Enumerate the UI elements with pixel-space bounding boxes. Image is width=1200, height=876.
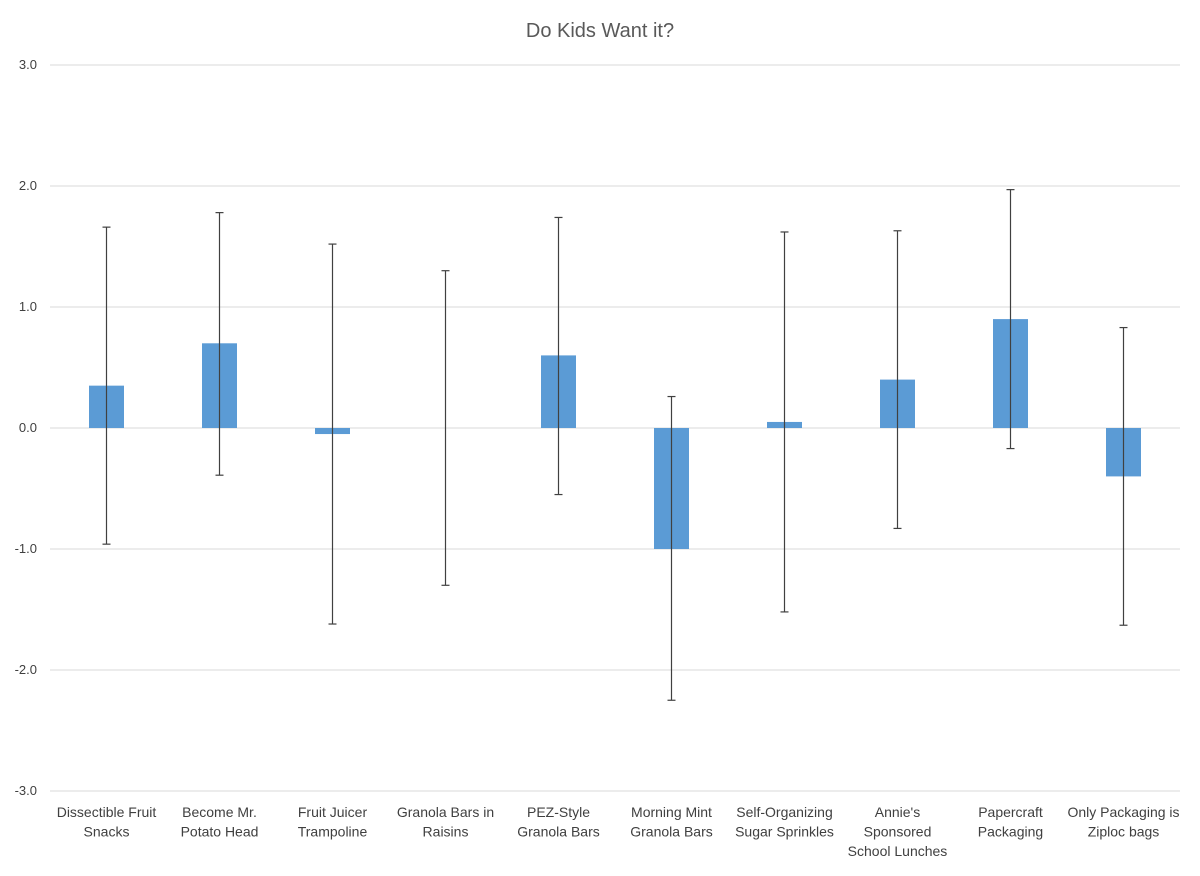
y-tick-label: 1.0: [19, 299, 37, 314]
error-bar: [893, 230, 902, 530]
y-tick-label: -1.0: [15, 541, 37, 556]
x-axis-category-labels: Dissectible Fruit Snacks Become Mr. Potato …: [57, 804, 1180, 859]
x-category-label: Become Mr. Potato Head: [181, 804, 259, 840]
y-tick-label: -2.0: [15, 662, 37, 677]
bars: [89, 319, 1141, 549]
x-category-label: Annie's Sponsored School Lunches: [848, 804, 948, 859]
y-tick-label: -3.0: [15, 783, 37, 798]
error-bar: [215, 212, 224, 476]
y-tick-label: 3.0: [19, 57, 37, 72]
chart-title: Do Kids Want it?: [526, 20, 674, 42]
x-category-label: Morning Mint Granola Bars: [630, 804, 712, 840]
x-category-label: Granola Bars in Raisins: [397, 804, 494, 840]
error-bar: [1006, 189, 1015, 450]
y-tick-label: 0.0: [19, 420, 37, 435]
error-bar: [441, 270, 450, 586]
x-category-label: Papercraft Packaging: [978, 804, 1043, 840]
error-bar: [1119, 326, 1128, 626]
y-tick-label: 2.0: [19, 178, 37, 193]
y-axis-tick-labels: 3.0 2.0 1.0 0.0 -1.0 -2.0 -3.0: [15, 57, 37, 798]
error-bar: [780, 231, 789, 613]
error-bar: [328, 243, 337, 625]
error-bars: [102, 189, 1128, 701]
error-bar: [667, 395, 676, 701]
grid-lines: [50, 64, 1180, 792]
x-category-label: Self-Organizing Sugar Sprinkles: [735, 804, 834, 840]
x-category-label: Dissectible Fruit Snacks: [57, 804, 157, 840]
x-category-label: PEZ-Style Granola Bars: [517, 804, 599, 840]
x-category-label: Fruit Juicer Trampoline: [298, 804, 368, 840]
error-bar: [102, 226, 111, 545]
error-bar: [554, 216, 563, 496]
x-category-label: Only Packaging is Ziploc bags: [1067, 804, 1179, 840]
